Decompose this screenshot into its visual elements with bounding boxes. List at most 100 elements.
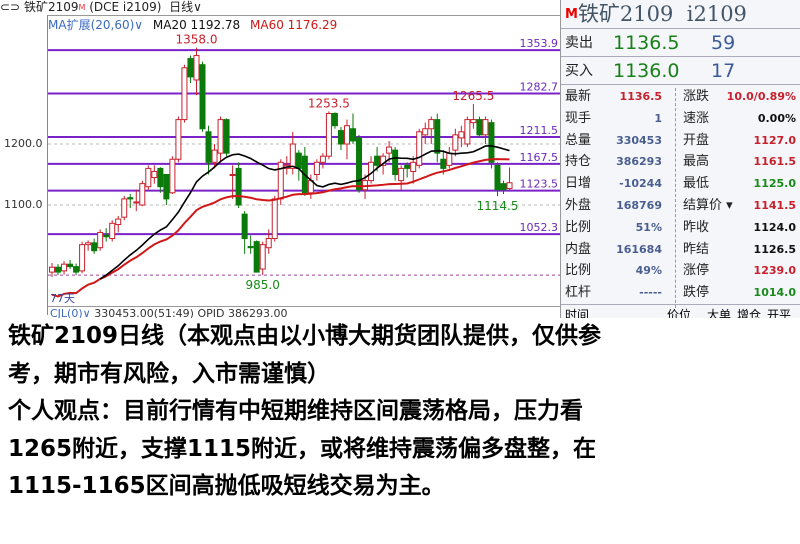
quote-value: 1161.5 xyxy=(753,155,796,169)
candle-body xyxy=(217,119,224,154)
candle-body xyxy=(319,155,326,163)
ma60-value: MA60 1176.29 xyxy=(250,18,338,32)
candle-body xyxy=(464,119,471,145)
candle-body xyxy=(434,119,441,154)
candle-body xyxy=(223,119,230,154)
quote-value: 161684 xyxy=(616,242,662,256)
candle-body xyxy=(331,113,338,127)
candle-body xyxy=(169,158,176,194)
candle-body xyxy=(163,174,170,200)
candle-body xyxy=(109,222,116,240)
candle-body xyxy=(259,244,266,270)
quote-label: 最低 xyxy=(683,176,710,192)
quote-value: 49% xyxy=(635,264,662,278)
candle-body xyxy=(79,244,86,272)
candle-body xyxy=(55,266,62,273)
contract-code: (DCE i2109) xyxy=(89,0,162,14)
y-tick: 1200.0 xyxy=(4,137,43,150)
period-selector[interactable]: 日线∨ xyxy=(169,0,202,14)
candle-body xyxy=(49,266,55,273)
candle-body xyxy=(506,182,513,190)
fib-level-label: 1052.3 xyxy=(520,221,559,234)
volume-value: 330453.00(51:49) xyxy=(94,307,194,320)
fib-level-label: 1123.5 xyxy=(520,178,559,191)
indicator-selector[interactable]: MA扩展(20,60)∨ xyxy=(48,18,144,32)
quote-label: 外盘 xyxy=(565,197,592,213)
candle-body xyxy=(229,174,236,176)
volume-indicator-selector[interactable]: CJL(0)∨ xyxy=(50,307,91,320)
candle-body xyxy=(325,113,332,157)
candle-body xyxy=(253,241,260,273)
candle-body xyxy=(410,161,417,172)
quote-label: 昨收 xyxy=(683,219,710,235)
price-annotation: 1358.0 xyxy=(175,33,217,47)
quote-row: 内盘 161684 昨结 1126.5 xyxy=(561,239,800,261)
candle-body xyxy=(350,128,356,142)
ma20-value: MA20 1192.78 xyxy=(152,18,241,32)
quote-label: 总量 xyxy=(565,132,592,148)
bid-price: 1136.0 xyxy=(613,60,680,82)
bid-row: 买入 1136.0 17 xyxy=(561,57,800,85)
candle-body xyxy=(193,55,200,81)
link-icon[interactable]: ⊂⊃ xyxy=(0,0,21,14)
candle-body xyxy=(67,263,74,268)
note-line: 考，期市有风险，入市需谨慎） xyxy=(8,360,330,387)
candle-body xyxy=(500,183,507,191)
candle-body xyxy=(73,266,80,273)
ask-qty: 59 xyxy=(711,32,736,54)
y-tick: 1100.0 xyxy=(4,198,43,211)
candle-body xyxy=(205,131,212,163)
candle-body xyxy=(265,238,272,249)
candle-body xyxy=(121,198,128,218)
ma60-line xyxy=(51,158,510,298)
candle-body xyxy=(476,119,483,136)
quote-label: 杠杆 xyxy=(565,285,592,301)
candle-body xyxy=(295,152,302,169)
quote-name: 铁矿2109 xyxy=(577,2,674,26)
candle-body xyxy=(271,198,278,240)
candle-body xyxy=(91,242,98,252)
fib-level-label: 1167.5 xyxy=(520,151,559,164)
quote-value: 1 xyxy=(654,111,662,125)
quote-label: 涨跌 xyxy=(683,89,710,104)
quote-row: 总量 330453 开盘 1127.0 xyxy=(561,130,800,152)
quote-row: 比例 49% 涨停 1239.0 xyxy=(561,260,800,282)
quote-label: 跌停 xyxy=(683,285,710,301)
candle-body xyxy=(470,119,477,124)
candlestick-chart[interactable]: 1353.9 1282.7 1211.5 1167.5 1123.5 1052.3 1358… xyxy=(0,0,560,310)
candle-body xyxy=(452,134,459,151)
quote-label: 现手 xyxy=(565,110,592,126)
candle-body xyxy=(199,64,206,130)
quote-row: 现手 1 速涨 0.00% xyxy=(561,108,800,130)
quote-label: 日增 xyxy=(565,176,592,192)
price-annotation: 1114.5 xyxy=(476,199,518,213)
candle-body xyxy=(488,122,495,163)
volume-indicator-bar: CJL(0)∨ 330453.00(51:49) OPID 386293.00 xyxy=(48,306,560,321)
candle-body xyxy=(356,137,363,191)
candle-body xyxy=(494,164,501,191)
candle-body xyxy=(103,235,110,238)
quote-value: 10.0/0.89% xyxy=(726,90,796,103)
candle-body xyxy=(85,242,92,246)
main-badge: M xyxy=(565,7,578,22)
quote-value: 168769 xyxy=(616,198,662,212)
candle-body xyxy=(416,131,423,166)
candle-body xyxy=(386,146,393,154)
quote-panel: M铁矿2109 i2109 卖出 1136.5 59 买入 1136.0 17 最新 11… xyxy=(560,0,800,322)
candle-body xyxy=(247,245,254,249)
quote-value: 0.00% xyxy=(757,111,796,125)
candle-body xyxy=(343,125,350,145)
quote-value: 330453 xyxy=(616,133,662,147)
quote-label: 内盘 xyxy=(565,241,592,257)
quote-label: 昨结 xyxy=(683,241,710,257)
quote-value: 1124.0 xyxy=(753,220,796,234)
quote-label: 最高 xyxy=(683,154,710,170)
candle-body xyxy=(446,152,453,166)
quote-label: 比例 xyxy=(565,219,592,235)
quote-row: 比例 51% 昨收 1124.0 xyxy=(561,217,800,239)
quote-row: 持仓 386293 最高 1161.5 xyxy=(561,151,800,173)
candle-body xyxy=(145,167,152,188)
quote-label: 比例 xyxy=(565,263,592,279)
quote-value: 386293 xyxy=(616,155,662,169)
note-line: 个人观点：目前行情有中短期维持区间震荡格局，压力看 xyxy=(8,398,583,424)
